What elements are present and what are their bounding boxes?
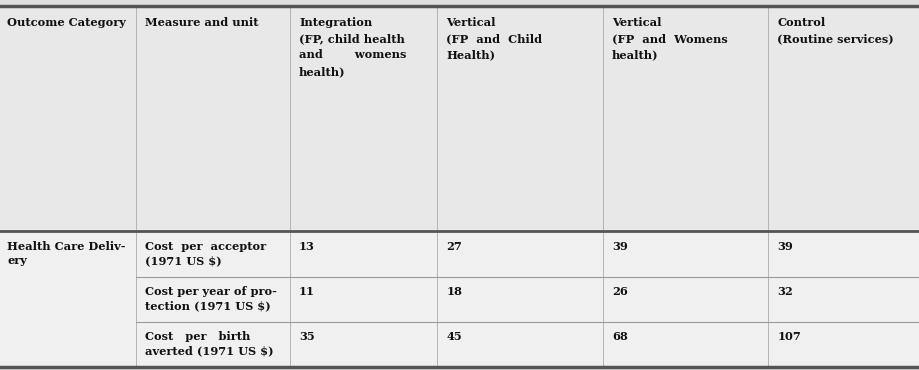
Text: Cost  per  acceptor
(1971 US $): Cost per acceptor (1971 US $)	[145, 240, 267, 266]
Text: 32: 32	[777, 286, 792, 297]
Text: 39: 39	[777, 240, 792, 252]
Text: Control
(Routine services): Control (Routine services)	[777, 17, 893, 44]
Text: Integration
(FP, child health
and        womens
health): Integration (FP, child health and womens…	[299, 17, 406, 77]
Text: Vertical
(FP  and  Child
Health): Vertical (FP and Child Health)	[446, 17, 541, 60]
Bar	[0, 231, 919, 367]
Text: 45: 45	[446, 331, 461, 342]
Text: Measure and unit: Measure and unit	[145, 17, 258, 28]
Bar	[0, 6, 919, 231]
Text: Outcome Category: Outcome Category	[7, 17, 126, 28]
Text: 13: 13	[299, 240, 314, 252]
Text: Cost   per   birth
averted (1971 US $): Cost per birth averted (1971 US $)	[145, 331, 274, 357]
Text: 27: 27	[446, 240, 461, 252]
Text: 18: 18	[446, 286, 461, 297]
Text: 26: 26	[611, 286, 627, 297]
Text: 107: 107	[777, 331, 800, 342]
Text: 68: 68	[611, 331, 627, 342]
Text: Vertical
(FP  and  Womens
health): Vertical (FP and Womens health)	[611, 17, 727, 60]
Text: 11: 11	[299, 286, 314, 297]
Text: 39: 39	[611, 240, 627, 252]
Text: Cost per year of pro-
tection (1971 US $): Cost per year of pro- tection (1971 US $…	[145, 286, 277, 312]
Text: 35: 35	[299, 331, 314, 342]
Text: Health Care Deliv-
ery: Health Care Deliv- ery	[7, 240, 126, 266]
